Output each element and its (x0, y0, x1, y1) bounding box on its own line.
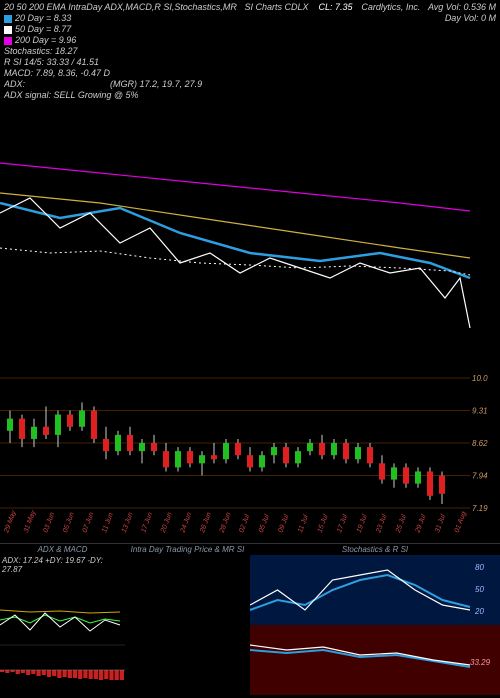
svg-text:09 Jul: 09 Jul (277, 513, 290, 533)
adx-signal: ADX signal: SELL Growing @ 5% (4, 90, 496, 101)
stoch-title: Stochastics & R SI (250, 544, 500, 555)
stoch-rsi-panel[interactable]: Stochastics & R SI 80 50 20 33.29 (250, 543, 500, 698)
svg-text:28 Jun: 28 Jun (218, 511, 232, 534)
svg-text:17 Jun: 17 Jun (140, 511, 154, 533)
svg-text:17 Jul: 17 Jul (336, 513, 349, 533)
svg-text:24 Jun: 24 Jun (179, 511, 193, 534)
intra-title: Intra Day Trading Price & MR SI (125, 544, 250, 555)
svg-text:7.19: 7.19 (472, 504, 488, 513)
candle-chart[interactable]: 10.0 9.31 8.62 7.94 7.19 29 May 31 May 03 Jun 05… (0, 373, 500, 543)
svg-text:9.31: 9.31 (472, 407, 488, 416)
svg-text:25 Jul: 25 Jul (395, 513, 408, 534)
swatch-20 (4, 15, 12, 23)
ma20-label: 20 Day = 8.33 (15, 13, 71, 23)
ma50-label: 50 Day = 8.77 (15, 24, 71, 34)
svg-text:01 Aug: 01 Aug (454, 511, 468, 534)
svg-text:8.62: 8.62 (472, 439, 488, 448)
adx-title: ADX & MACD (0, 544, 125, 555)
svg-text:31 May: 31 May (23, 509, 38, 533)
svg-text:03 Jun: 03 Jun (42, 511, 56, 533)
cl-value: CL: 7.35 (318, 2, 352, 12)
stochastics-label: Stochastics: 18.27 (4, 46, 496, 57)
header: 20 50 200 EMA IntraDay ADX,MACD,R SI,Sto… (0, 0, 500, 103)
svg-text:07 Jun: 07 Jun (82, 511, 96, 533)
svg-text:50: 50 (475, 585, 484, 594)
svg-text:7.94: 7.94 (472, 472, 488, 481)
svg-text:29 May: 29 May (3, 509, 18, 534)
svg-text:15 Jul: 15 Jul (317, 513, 330, 533)
main-chart[interactable] (0, 103, 500, 373)
svg-text:05 Jun: 05 Jun (62, 511, 76, 533)
svg-text:11 Jun: 11 Jun (101, 512, 115, 534)
svg-text:33.29: 33.29 (470, 658, 491, 667)
svg-text:31 Jul: 31 Jul (434, 513, 447, 533)
adx-label: ADX: (4, 79, 25, 89)
macd-label: MACD: 7.89, 8.36, -0.47 D (4, 68, 496, 79)
svg-text:20 Jun: 20 Jun (160, 511, 174, 534)
svg-text:20: 20 (474, 607, 484, 616)
avg-vol: Avg Vol: 0.536 M (428, 2, 496, 12)
adx-macd-panel[interactable]: ADX & MACD ADX: 17.24 +DY: 19.67 -DY: 27… (0, 543, 125, 698)
day-vol: Day Vol: 0 M (445, 13, 496, 24)
svg-text:29 Jul: 29 Jul (414, 513, 427, 534)
intraday-panel[interactable]: Intra Day Trading Price & MR SI (125, 543, 250, 698)
adx-text: ADX: 17.24 +DY: 19.67 -DY: 27.87 (0, 555, 125, 575)
svg-text:13 Jun: 13 Jun (121, 511, 135, 533)
title-mid: SI Charts CDLX (244, 2, 308, 12)
swatch-200 (4, 37, 12, 45)
svg-text:19 Jul: 19 Jul (356, 513, 369, 533)
swatch-50 (4, 26, 12, 34)
svg-text:11 Jul: 11 Jul (297, 514, 310, 534)
svg-text:02 Jul: 02 Jul (238, 513, 251, 533)
svg-text:26 Jun: 26 Jun (199, 511, 213, 534)
svg-text:80: 80 (475, 563, 484, 572)
svg-text:10.0: 10.0 (472, 374, 488, 383)
title-left: 20 50 200 EMA IntraDay ADX,MACD,R SI,Sto… (4, 2, 237, 12)
svg-text:23 Jul: 23 Jul (375, 513, 388, 534)
rsi-label: R SI 14/5: 33.33 / 41.51 (4, 57, 496, 68)
bottom-panels: ADX & MACD ADX: 17.24 +DY: 19.67 -DY: 27… (0, 543, 500, 698)
ma200-label: 200 Day = 9.96 (15, 35, 76, 45)
mgr-label: (MGR) 17.2, 19.7, 27.9 (110, 79, 202, 89)
title-right: Cardlytics, Inc. (361, 2, 420, 12)
svg-text:05 Jul: 05 Jul (258, 513, 271, 533)
